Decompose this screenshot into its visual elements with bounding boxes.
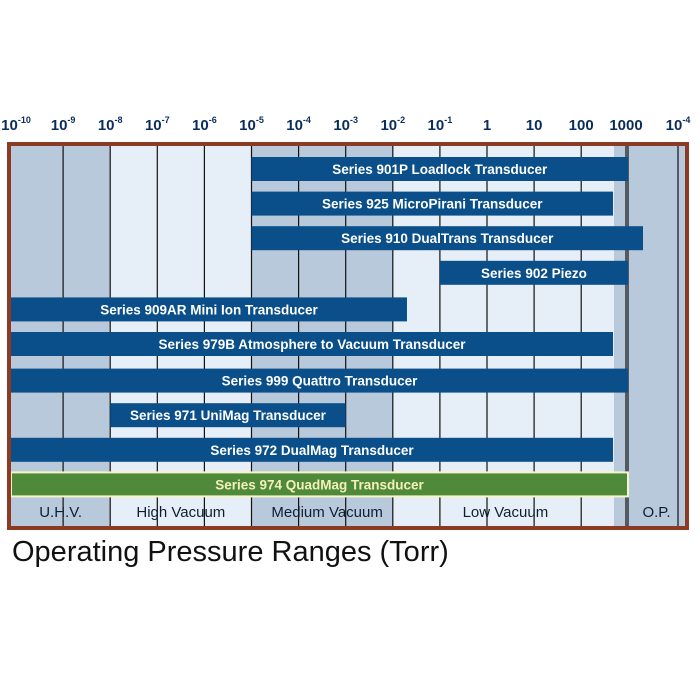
series-bar: Series 909AR Mini Ion Transducer	[11, 297, 407, 322]
axis-tick-label: 10-10	[1, 115, 31, 134]
region-label: Low Vacuum	[463, 504, 549, 521]
series-bar: Series 910 DualTrans Transducer	[251, 226, 643, 251]
series-bar: Series 972 DualMag Transducer	[11, 437, 613, 462]
region-label: Medium Vacuum	[271, 504, 382, 521]
range-bar	[110, 403, 346, 428]
series-bar: Series 902 Piezo	[439, 260, 628, 285]
region-label: U.H.V.	[39, 504, 82, 521]
axis-tick-label: 10-4	[666, 115, 691, 134]
bar-label: Series 971 UniMag Transducer	[130, 408, 327, 423]
series-bar: Series 971 UniMag Transducer	[110, 403, 346, 428]
bar-label: Series 974 QuadMag Transducer	[215, 477, 424, 492]
chart-frame	[7, 142, 689, 530]
range-bar	[251, 226, 643, 251]
bar-label: Series 999 Quattro Transducer	[222, 374, 419, 389]
bar-label: Series 909AR Mini Ion Transducer	[100, 302, 318, 317]
axis-tick-label: 100	[569, 117, 594, 134]
series-bar: Series 999 Quattro Transducer	[11, 368, 628, 393]
bar-label: Series 901P Loadlock Transducer	[332, 162, 548, 177]
op-band	[628, 146, 685, 526]
series-bar: Series 979B Atmosphere to Vacuum Transdu…	[11, 332, 613, 356]
axis-tick-label: 10-6	[192, 115, 217, 134]
axis-tick-label: 10-2	[380, 115, 405, 134]
bar-label: Series 972 DualMag Transducer	[210, 443, 414, 458]
range-bar	[11, 437, 613, 462]
bar-label: Series 910 DualTrans Transducer	[341, 231, 554, 246]
range-bar	[439, 260, 628, 285]
range-bar	[11, 332, 613, 356]
region-label: O.P.	[642, 504, 670, 521]
axis-tick-label: 10-8	[98, 115, 123, 134]
series-bar: Series 901P Loadlock Transducer	[251, 157, 628, 181]
axis-tick-label: 10-4	[286, 115, 311, 134]
range-bar	[251, 157, 628, 181]
bar-label: Series 902 Piezo	[481, 266, 587, 281]
region-label: High Vacuum	[136, 504, 225, 521]
axis-tick-label: 10-7	[145, 115, 170, 134]
pressure-range-chart: Series 901P Loadlock Transducer Series 92…	[1, 115, 691, 530]
range-bar	[10, 471, 629, 498]
axis-tick-label: 10-1	[428, 115, 453, 134]
axis-tick-label: 1	[483, 117, 491, 134]
range-bar	[11, 297, 407, 322]
bar-label: Series 925 MicroPirani Transducer	[322, 197, 543, 212]
axis-tick-label: 10-5	[239, 115, 264, 134]
chart-title: Operating Pressure Ranges (Torr)	[12, 536, 449, 568]
axis-tick-label: 10-9	[51, 115, 76, 134]
range-bar	[11, 368, 628, 393]
series-bar: Series 925 MicroPirani Transducer	[251, 191, 613, 216]
axis-tick-label: 10-3	[333, 115, 358, 134]
bar-label: Series 979B Atmosphere to Vacuum Transdu…	[158, 337, 466, 352]
range-bar	[251, 191, 613, 216]
series-bar: Series 974 QuadMag Transducer	[10, 471, 629, 498]
axis-tick-label: 1000	[609, 117, 642, 134]
axis-tick-label: 10	[526, 117, 543, 134]
